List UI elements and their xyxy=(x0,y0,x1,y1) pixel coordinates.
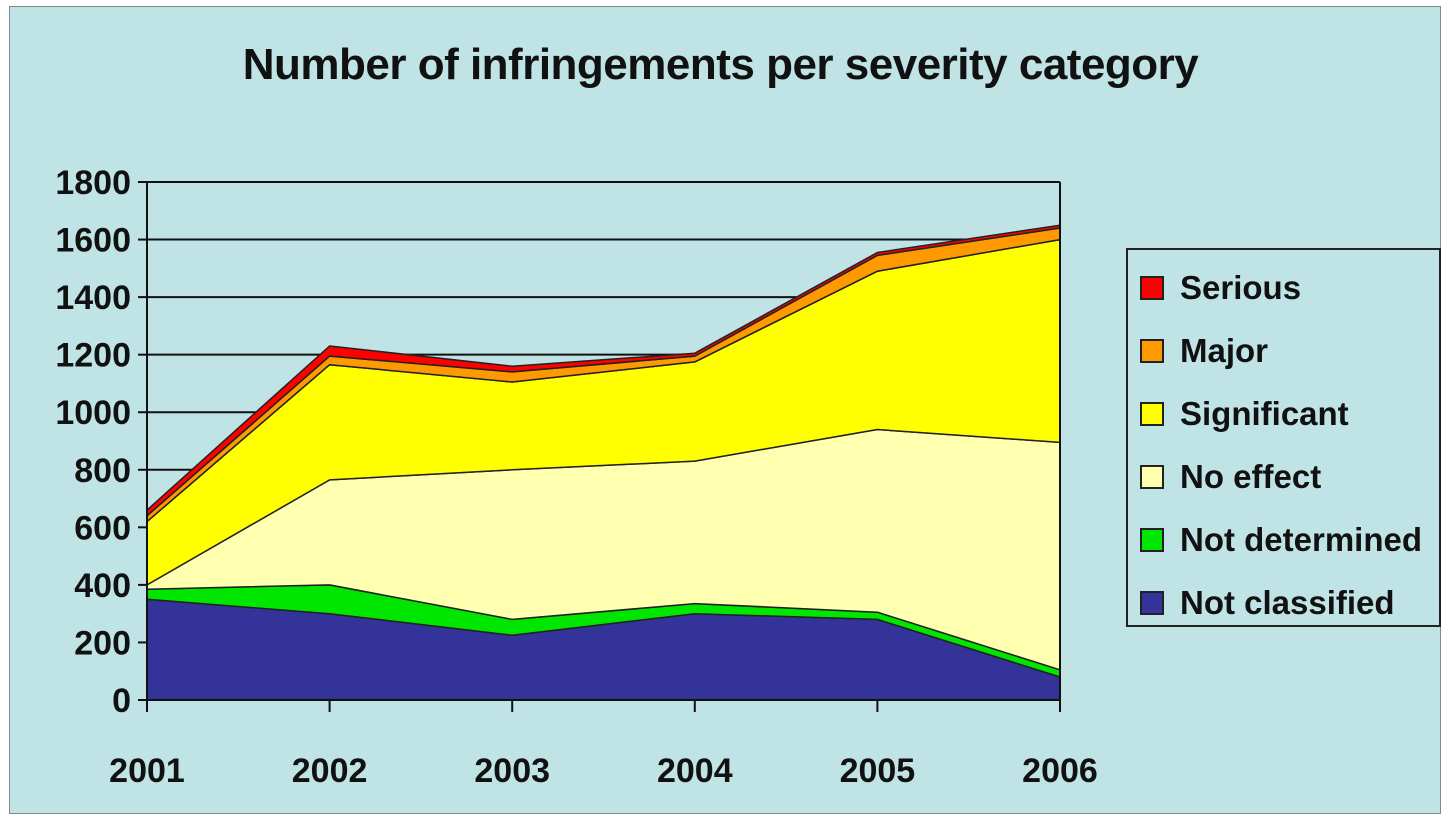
y-tick-label: 1400 xyxy=(55,279,131,317)
legend-item-significant: Significant xyxy=(1140,392,1349,436)
legend-swatch xyxy=(1140,339,1164,363)
legend-swatch xyxy=(1140,276,1164,300)
x-tick-label: 2002 xyxy=(292,752,368,790)
legend-label: Major xyxy=(1180,332,1269,369)
y-tick-label: 200 xyxy=(74,624,131,662)
legend-swatch xyxy=(1140,591,1164,615)
x-tick-label: 2004 xyxy=(657,752,733,790)
y-tick-label: 400 xyxy=(74,567,131,605)
legend-label: Not classified xyxy=(1180,584,1395,621)
legend-label: Not determined xyxy=(1180,521,1423,558)
legend-swatch xyxy=(1140,528,1164,552)
legend-item-not-determined: Not determined xyxy=(1140,518,1422,562)
legend-swatch xyxy=(1140,402,1164,426)
y-tick-label: 1000 xyxy=(55,394,131,432)
x-tick-label: 2001 xyxy=(109,752,185,790)
legend-label: No effect xyxy=(1180,458,1322,495)
legend-item-serious: Serious xyxy=(1140,266,1301,310)
legend-item-not-classified: Not classified xyxy=(1140,581,1395,625)
y-tick-label: 1800 xyxy=(55,164,131,202)
y-tick-label: 0 xyxy=(112,682,131,720)
legend-item-major: Major xyxy=(1140,329,1268,373)
y-tick-label: 1200 xyxy=(55,337,131,375)
legend-label: Serious xyxy=(1180,269,1302,306)
x-tick-label: 2005 xyxy=(840,752,916,790)
x-tick-label: 2006 xyxy=(1022,752,1098,790)
x-tick-label: 2003 xyxy=(474,752,550,790)
legend-swatch xyxy=(1140,465,1164,489)
y-tick-label: 1600 xyxy=(55,222,131,260)
legend-label: Significant xyxy=(1180,395,1349,432)
chart-legend: Serious Major Significant No effect Not dete… xyxy=(1126,248,1441,627)
y-tick-label: 600 xyxy=(74,509,131,547)
chart-title: Number of infringements per severity cat… xyxy=(242,40,1199,89)
legend-item-no-effect: No effect xyxy=(1140,455,1321,499)
y-tick-label: 800 xyxy=(74,452,131,490)
